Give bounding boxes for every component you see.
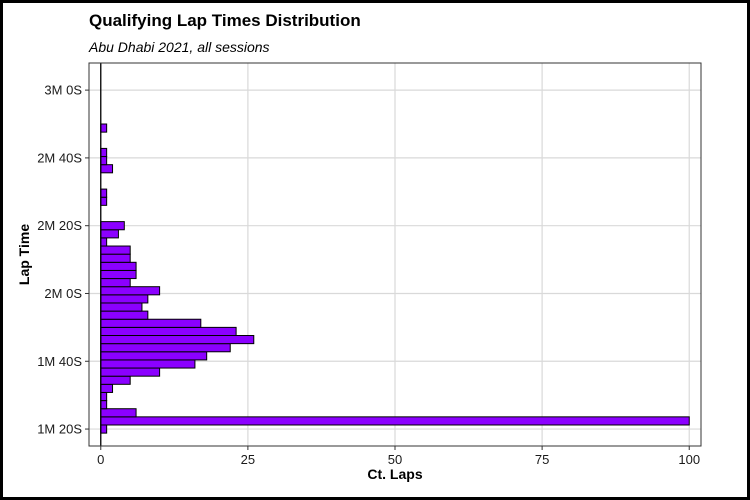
histogram-bar — [100, 286, 161, 296]
histogram-bar — [100, 408, 137, 418]
x-axis-ticks: 0 25 50 75 100 — [97, 446, 700, 467]
histogram-bar — [100, 237, 108, 247]
histogram-bar — [100, 326, 237, 337]
grid-lines — [89, 63, 701, 446]
histogram-bar — [100, 164, 114, 174]
y-tick-label: 2M 40S — [37, 150, 82, 165]
histogram-bar — [100, 310, 149, 320]
histogram-bar — [100, 278, 131, 288]
histogram-bar — [100, 367, 161, 377]
histogram-bar — [100, 359, 196, 369]
histogram-bar — [100, 294, 149, 304]
histogram-bar — [100, 391, 108, 402]
y-tick-label: 3M 0S — [44, 83, 82, 98]
histogram-bar — [100, 196, 108, 206]
x-tick-label: 75 — [535, 452, 549, 467]
y-tick-label: 1M 20S — [37, 422, 82, 437]
y-axis-title: Lap Time — [16, 224, 32, 285]
chart-title: Qualifying Lap Times Distribution — [89, 11, 361, 30]
histogram-bar — [100, 375, 131, 385]
histogram-bar — [100, 351, 208, 361]
histogram-bar — [100, 229, 119, 239]
histogram-bar — [100, 318, 202, 328]
histogram-bar — [100, 269, 137, 280]
histogram-bar — [100, 261, 137, 271]
y-tick-label: 1M 40S — [37, 354, 82, 369]
x-tick-label: 100 — [678, 452, 700, 467]
histogram-bar — [100, 221, 125, 231]
x-tick-label: 25 — [241, 452, 255, 467]
x-tick-label: 50 — [388, 452, 402, 467]
y-tick-label: 2M 0S — [44, 286, 82, 301]
chart-subtitle: Abu Dhabi 2021, all sessions — [89, 39, 270, 55]
histogram-bar — [100, 188, 108, 198]
histogram-bars — [100, 123, 690, 434]
histogram-bar — [100, 383, 114, 393]
histogram-bar — [100, 245, 131, 255]
histogram-bar — [100, 156, 108, 166]
histogram-bar — [100, 424, 108, 434]
y-tick-label: 2M 20S — [37, 218, 82, 233]
x-tick-label: 0 — [97, 452, 104, 467]
y-axis-ticks: 1M 20S 1M 40S 2M 0S 2M 20S 2M 40S 3M 0S — [37, 83, 89, 437]
histogram-bar — [100, 302, 143, 312]
histogram-bar — [100, 343, 231, 353]
histogram-bar — [100, 253, 131, 263]
histogram-bar — [100, 400, 108, 410]
histogram-bar — [100, 335, 255, 345]
histogram-bar — [100, 123, 108, 133]
histogram-bar — [100, 416, 690, 426]
x-axis-title: Ct. Laps — [367, 466, 422, 482]
histogram-bar — [100, 147, 108, 158]
